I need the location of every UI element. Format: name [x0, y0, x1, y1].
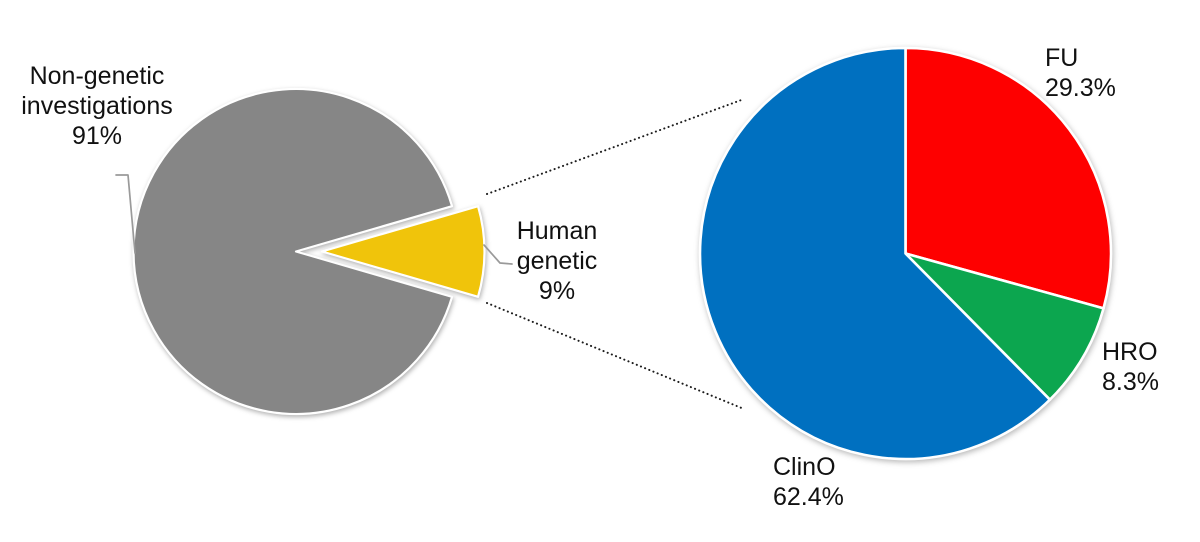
label-human-genetic-pct: 9% [538, 277, 576, 305]
slice-human-genetic [320, 205, 486, 298]
label-hro: HRO 8.3% [1102, 337, 1159, 397]
slice-hro [904, 252, 1105, 402]
explode-connector-bottom-line [486, 302, 745, 410]
human-genetic-leader-line [483, 244, 513, 265]
non-genetic-leader-line [115, 174, 136, 254]
label-human-genetic: Human genetic 9% [502, 216, 612, 306]
label-fu: FU 29.3% [1045, 43, 1116, 103]
label-hro-pct: 8.3% [1102, 368, 1159, 396]
label-fu-name: FU [1045, 44, 1079, 72]
overview-pie [132, 87, 486, 416]
label-non-genetic-investigations: Non-genetic investigations 91% [7, 61, 187, 151]
slice-clino [698, 46, 1052, 461]
label-clino-name: ClinO [773, 453, 836, 481]
label-clino-pct: 62.4% [773, 483, 844, 511]
label-fu-pct: 29.3% [1045, 74, 1116, 102]
label-non-genetic-pct: 91% [71, 122, 123, 150]
label-non-genetic-name: Non-genetic investigations [21, 62, 173, 120]
explode-connector-top-line [486, 98, 745, 195]
breakdown-pie [698, 46, 1113, 461]
slice-fu [904, 46, 1113, 310]
label-human-genetic-name: Human genetic [516, 217, 598, 275]
slice-non-genetic-investigations [132, 87, 454, 416]
label-hro-name: HRO [1102, 338, 1158, 366]
label-clino: ClinO 62.4% [773, 452, 844, 512]
